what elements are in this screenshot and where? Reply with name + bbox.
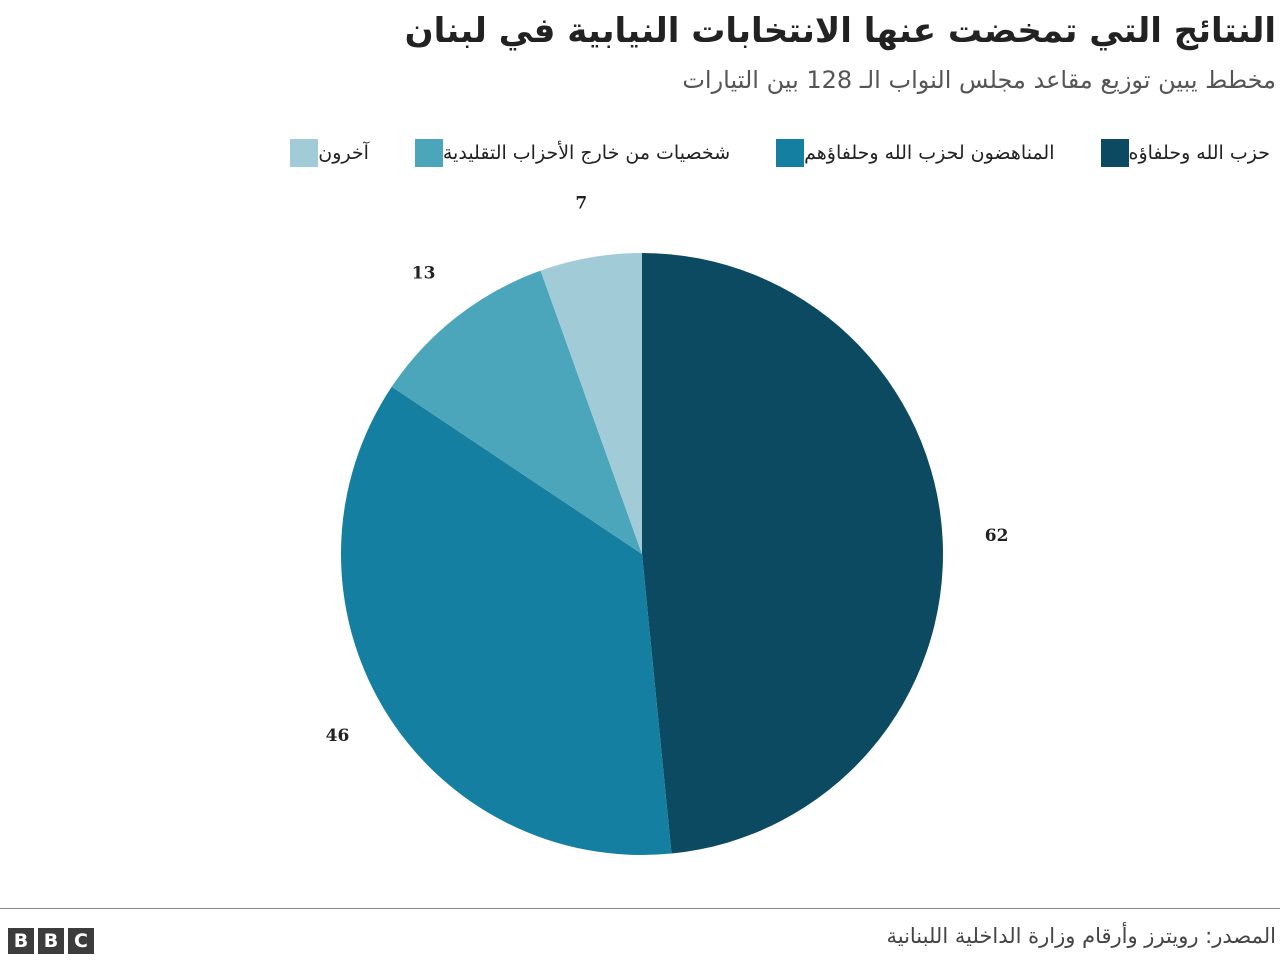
- pie-slice-hezbollah: [642, 253, 943, 854]
- pie-data-label: 13: [412, 264, 436, 284]
- chart-title: النتائج التي تمخضت عنها الانتخابات النيا…: [404, 11, 1276, 51]
- chart-subtitle: مخطط يبين توزيع مقاعد مجلس النواب الـ 12…: [682, 66, 1276, 94]
- pie-slice-independents: [391, 270, 642, 554]
- bbc-logo-letter: C: [68, 928, 94, 954]
- pie-chart: 62 46 13 7: [326, 194, 1009, 855]
- pie-data-label: 7: [575, 194, 587, 214]
- source-note: المصدر: رويترز وأرقام وزارة الداخلية الل…: [886, 924, 1276, 948]
- legend-swatch: [414, 139, 443, 167]
- legend-label: شخصيات من خارج الأحزاب التقليدية: [442, 142, 731, 164]
- pie-slice-opponents: [341, 386, 672, 855]
- legend-label: المناهضون لحزب الله وحلفاؤهم: [804, 142, 1055, 164]
- legend-label: حزب الله وحلفاؤه: [1128, 142, 1270, 164]
- legend-swatch: [1100, 139, 1129, 167]
- pie-data-label: 62: [985, 526, 1009, 546]
- pie-slice-others: [540, 253, 642, 554]
- bbc-logo: B B C: [8, 928, 98, 954]
- legend: آخرون شخصيات من خارج الأحزاب التقليدية ا…: [254, 138, 1280, 168]
- footer-divider: [0, 908, 1280, 909]
- legend-item-hezbollah: حزب الله وحلفاؤه: [1100, 139, 1280, 167]
- legend-item-opponents: المناهضون لحزب الله وحلفاؤهم: [776, 139, 1064, 167]
- bbc-logo-letter: B: [38, 928, 64, 954]
- legend-swatch: [776, 139, 805, 167]
- legend-item-independents: شخصيات من خارج الأحزاب التقليدية: [414, 139, 740, 167]
- pie-data-label: 46: [326, 726, 350, 746]
- legend-item-others: آخرون: [290, 139, 379, 167]
- legend-swatch: [290, 139, 319, 167]
- legend-label: آخرون: [318, 142, 369, 164]
- bbc-logo-letter: B: [8, 928, 34, 954]
